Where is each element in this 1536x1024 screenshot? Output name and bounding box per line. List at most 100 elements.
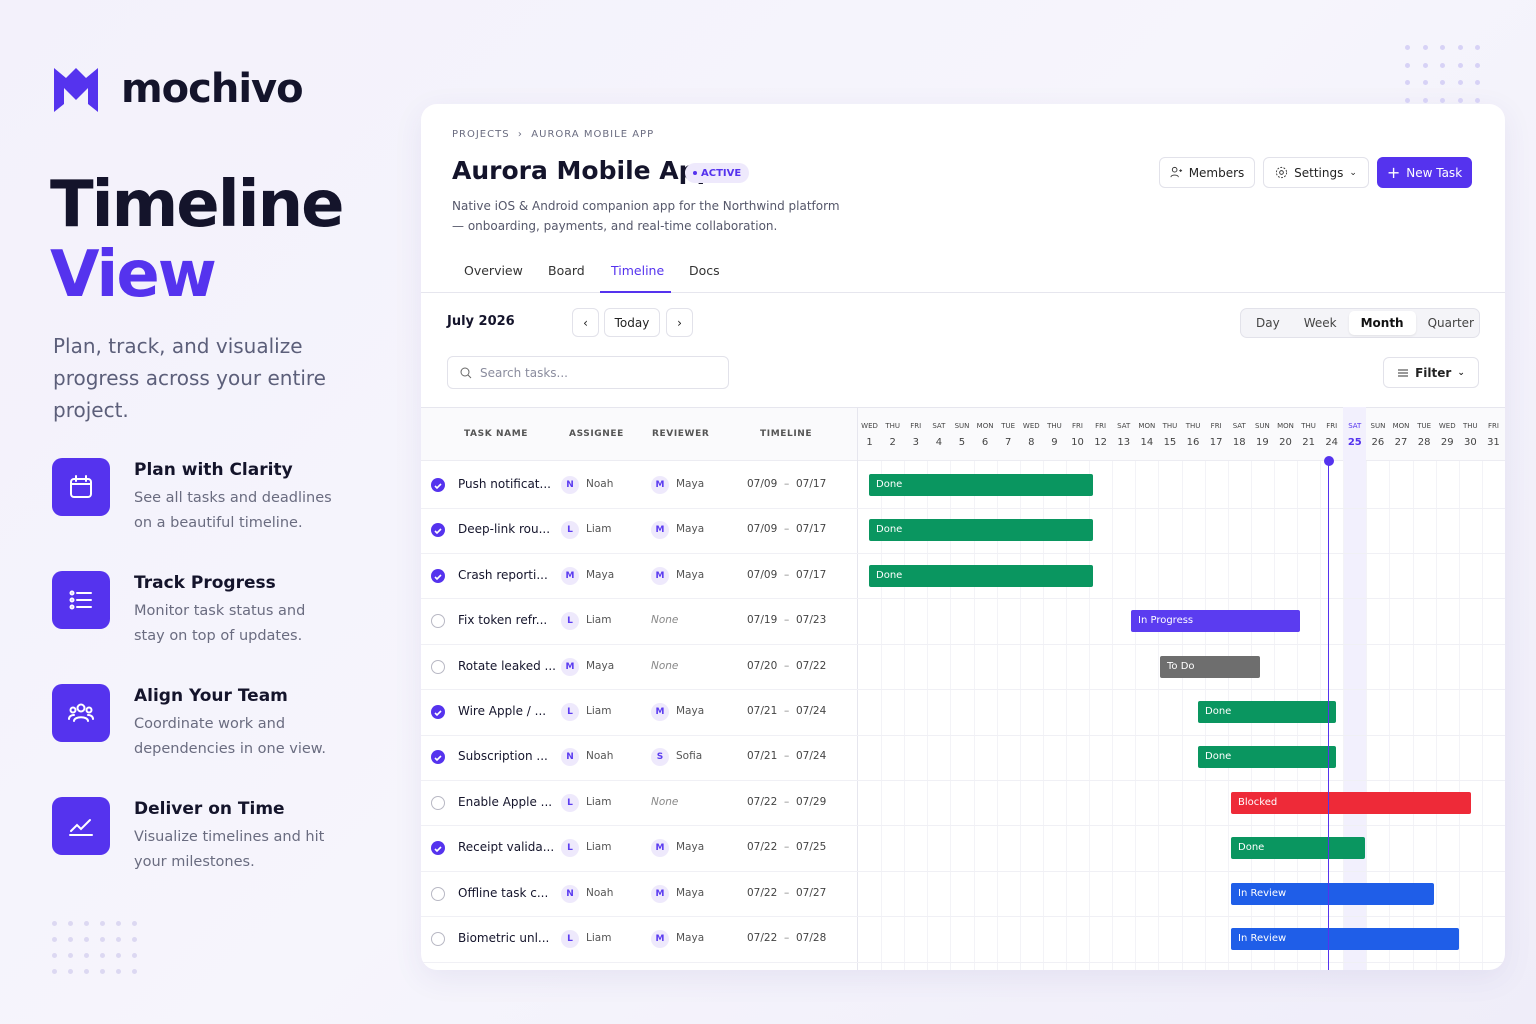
row-divider <box>421 870 1505 872</box>
day-number: 13 <box>1117 437 1131 448</box>
gantt-bar[interactable]: Done <box>1198 701 1336 723</box>
task-name[interactable]: Crash reporti... <box>458 567 548 582</box>
reviewer-name: Maya <box>676 841 705 854</box>
feature-icon <box>52 571 110 629</box>
logo-icon <box>54 68 98 112</box>
hero-title: Timeline <box>50 168 345 242</box>
day-weekday: WED <box>1438 422 1456 430</box>
feature-title: Plan with Clarity <box>134 460 293 480</box>
end-date: 07/17 <box>796 478 827 490</box>
decor-dot <box>1457 45 1463 50</box>
feature-icon <box>52 458 110 516</box>
status-badge: ACTIVE <box>685 163 750 183</box>
today-button[interactable]: Today <box>604 308 660 337</box>
task-name[interactable]: Wire Apple / ... <box>458 704 547 718</box>
start-date: 07/22 <box>747 932 778 944</box>
decor-dot <box>1457 80 1463 85</box>
decor-dot <box>1405 45 1410 50</box>
prev-button[interactable]: ‹ <box>572 308 599 337</box>
task-checkbox[interactable] <box>431 568 445 583</box>
task-checkbox[interactable] <box>431 750 445 765</box>
view-option[interactable]: Week <box>1303 316 1337 330</box>
date-separator: – <box>784 523 790 536</box>
task-name[interactable]: Biometric unl... <box>458 931 550 945</box>
task-name[interactable]: Receipt valida... <box>458 840 555 855</box>
gantt-bar[interactable]: Done <box>869 564 1093 587</box>
gantt-bar[interactable]: Done <box>869 519 1093 542</box>
task-name[interactable]: Subscription ... <box>458 749 548 764</box>
task-checkbox[interactable] <box>431 705 445 719</box>
decor-dot <box>1422 62 1428 68</box>
gantt-bar[interactable]: In Review <box>1231 928 1459 950</box>
task-name[interactable]: Fix token refr... <box>458 613 548 628</box>
day-number: 25 <box>1347 437 1362 448</box>
today-line <box>1327 461 1330 970</box>
day-weekday: MON <box>1392 422 1410 430</box>
day-weekday: THU <box>885 422 900 430</box>
view-option[interactable]: Quarter <box>1427 316 1474 330</box>
task-name[interactable]: Offline task c... <box>458 885 549 900</box>
start-date: 07/21 <box>747 705 778 717</box>
date-separator: – <box>784 886 790 899</box>
assignee-name: Noah <box>586 478 614 490</box>
tab[interactable]: Board <box>548 263 585 278</box>
day-number: 5 <box>958 437 966 448</box>
search-box[interactable]: Search tasks... <box>447 356 729 389</box>
bar-label: To Do <box>1167 660 1195 672</box>
reviewer-name: Maya <box>676 478 705 490</box>
assignee-avatar: N <box>561 884 579 903</box>
gantt-bar[interactable]: To Do <box>1160 655 1260 678</box>
date-separator: – <box>784 795 790 808</box>
day-number: 10 <box>1071 437 1084 448</box>
view-option[interactable]: Day <box>1256 316 1280 330</box>
task-checkbox[interactable] <box>431 795 445 810</box>
gantt-bar[interactable]: Done <box>869 474 1093 496</box>
end-date: 07/23 <box>796 614 827 627</box>
task-checkbox[interactable] <box>431 659 445 674</box>
next-button[interactable]: › <box>666 308 693 337</box>
task-name[interactable]: Enable Apple ... <box>458 794 553 809</box>
task-checkbox[interactable] <box>431 523 445 538</box>
project-title: Aurora Mobile App <box>452 156 715 185</box>
bar-label: Done <box>1205 751 1232 763</box>
button-label: New Task <box>1406 165 1463 180</box>
task-name[interactable]: Push notificat... <box>458 477 551 491</box>
members-button[interactable]: Members <box>1159 157 1255 188</box>
gantt-bar[interactable]: In Progress <box>1131 610 1300 633</box>
bar-label: In Review <box>1238 933 1287 944</box>
new-task-button[interactable]: + New Task <box>1377 157 1472 188</box>
task-checkbox[interactable] <box>431 478 445 492</box>
reviewer-name: None <box>651 614 679 627</box>
tab[interactable]: Timeline <box>611 263 665 278</box>
grid-column-line <box>1158 461 1160 970</box>
breadcrumb: PROJECTS › AURORA MOBILE APP <box>452 129 655 140</box>
tab[interactable]: Docs <box>689 263 720 278</box>
task-name[interactable]: Rotate leaked ... <box>458 658 556 673</box>
task-checkbox[interactable] <box>431 841 445 856</box>
breadcrumb-item[interactable]: AURORA MOBILE APP <box>531 129 655 140</box>
task-name[interactable]: Deep-link rou... <box>458 522 551 537</box>
row-divider <box>421 779 1505 781</box>
decor-dot <box>68 953 73 958</box>
decor-dot <box>116 921 121 926</box>
settings-button[interactable]: Settings ⌄ <box>1263 157 1369 188</box>
task-checkbox[interactable] <box>431 932 445 946</box>
breadcrumb-item[interactable]: PROJECTS <box>452 129 510 140</box>
task-checkbox[interactable] <box>431 886 445 901</box>
divider <box>421 292 1505 293</box>
gantt-bar[interactable]: In Review <box>1231 882 1434 905</box>
decor-dot <box>116 953 121 958</box>
reviewer-name: Maya <box>676 932 705 944</box>
gantt-bar[interactable]: Done <box>1231 837 1365 860</box>
day-weekday: FRI <box>1210 422 1222 430</box>
tab[interactable]: Overview <box>464 263 523 278</box>
row-divider <box>421 507 1505 509</box>
grid-column-line <box>1343 461 1345 970</box>
gantt-bar[interactable]: Done <box>1198 746 1336 769</box>
assignee-avatar: L <box>561 793 579 812</box>
filter-button[interactable]: Filter ⌄ <box>1383 357 1479 388</box>
task-checkbox[interactable] <box>431 614 445 629</box>
view-option[interactable]: Month <box>1348 311 1416 335</box>
reviewer-name: Sofia <box>676 750 703 763</box>
gantt-bar[interactable]: Blocked <box>1231 791 1471 814</box>
